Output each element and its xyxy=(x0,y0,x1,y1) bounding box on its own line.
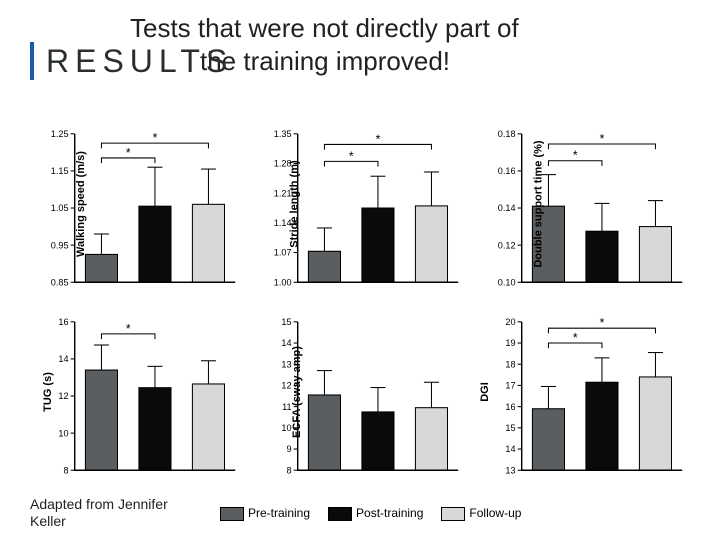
svg-text:14: 14 xyxy=(505,444,515,454)
chart-stride-length: Stride length (m)1.001.071.141.211.281.3… xyxy=(253,115,466,293)
legend-label: Post-training xyxy=(356,506,423,520)
svg-text:12: 12 xyxy=(58,391,68,401)
chart-tug: TUG (s) 8 10 12 14 16 * xyxy=(30,303,243,481)
chart-ecfa: ECFA (sway amp)89101112131415 xyxy=(253,303,466,481)
svg-text:14: 14 xyxy=(58,354,68,364)
ylabel: Walking speed (m/s) xyxy=(75,151,87,257)
svg-text:10: 10 xyxy=(58,428,68,438)
legend-label: Pre-training xyxy=(248,506,310,520)
bar xyxy=(416,407,448,470)
legend-item: Post-training xyxy=(328,506,423,521)
title-accent-bar xyxy=(30,42,34,80)
ylabel: Double support time (%) xyxy=(532,140,544,267)
bar xyxy=(309,251,341,282)
ylabel: TUG (s) xyxy=(42,372,54,412)
ylabel: Stride length (m) xyxy=(289,160,301,247)
svg-text:*: * xyxy=(126,321,131,335)
svg-text:18: 18 xyxy=(505,359,515,369)
svg-text:1.05: 1.05 xyxy=(51,203,69,213)
svg-text:20: 20 xyxy=(505,317,515,327)
svg-text:*: * xyxy=(376,132,381,146)
svg-text:0.12: 0.12 xyxy=(497,240,515,250)
bar xyxy=(639,227,671,283)
bar xyxy=(362,412,394,470)
svg-text:8: 8 xyxy=(287,465,292,475)
legend: Pre-training Post-training Follow-up xyxy=(220,506,521,521)
bar xyxy=(532,408,564,469)
charts-grid: Walking speed (m/s) 0.85 0.95 1.05 1.15 1.25 *… xyxy=(30,115,690,470)
svg-text:16: 16 xyxy=(58,317,68,327)
chart-double-support: Double support time (%) 0.10 0.12 0.14 0.16 0… xyxy=(477,115,690,293)
bar xyxy=(416,206,448,282)
bar xyxy=(85,370,117,470)
svg-text:1.25: 1.25 xyxy=(51,129,69,139)
svg-text:13: 13 xyxy=(505,465,515,475)
annotation-line-1: Tests that were not directly part of xyxy=(130,12,700,45)
attribution-text: Adapted from Jennifer Keller xyxy=(30,496,200,530)
svg-text:1.00: 1.00 xyxy=(274,277,292,287)
svg-text:0.14: 0.14 xyxy=(497,203,515,213)
bar xyxy=(139,206,171,282)
bar xyxy=(192,204,224,282)
slide-title: RESULTS xyxy=(46,43,233,80)
svg-text:*: * xyxy=(599,132,604,146)
svg-text:0.85: 0.85 xyxy=(51,277,69,287)
bar xyxy=(639,377,671,470)
svg-text:*: * xyxy=(153,131,158,145)
legend-item: Follow-up xyxy=(441,506,521,521)
bar xyxy=(586,231,618,282)
legend-swatch xyxy=(441,507,465,521)
svg-text:0.16: 0.16 xyxy=(497,166,515,176)
svg-text:16: 16 xyxy=(505,401,515,411)
legend-label: Follow-up xyxy=(469,506,521,520)
chart-dgi: DGI 13 14 15 16 17 18 19 20 * * xyxy=(477,303,690,481)
svg-text:1.15: 1.15 xyxy=(51,166,69,176)
legend-swatch xyxy=(220,507,244,521)
bar xyxy=(586,382,618,470)
svg-text:*: * xyxy=(572,149,577,163)
legend-swatch xyxy=(328,507,352,521)
svg-text:0.95: 0.95 xyxy=(51,240,69,250)
svg-text:1.35: 1.35 xyxy=(274,129,292,139)
bar xyxy=(192,384,224,470)
svg-text:0.10: 0.10 xyxy=(497,277,515,287)
svg-text:*: * xyxy=(599,316,604,330)
ylabel: DGI xyxy=(478,382,490,402)
legend-item: Pre-training xyxy=(220,506,310,521)
svg-text:17: 17 xyxy=(505,380,515,390)
svg-text:0.18: 0.18 xyxy=(497,129,515,139)
bar xyxy=(85,254,117,282)
bar xyxy=(309,395,341,470)
bar xyxy=(139,387,171,470)
svg-text:1.07: 1.07 xyxy=(274,248,292,258)
svg-text:19: 19 xyxy=(505,338,515,348)
svg-text:*: * xyxy=(349,149,354,163)
svg-text:9: 9 xyxy=(287,444,292,454)
svg-text:*: * xyxy=(126,146,131,160)
svg-text:15: 15 xyxy=(505,423,515,433)
ylabel: ECFA (sway amp) xyxy=(291,346,303,438)
slide-title-block: RESULTS xyxy=(30,42,233,80)
chart-walking-speed: Walking speed (m/s) 0.85 0.95 1.05 1.15 1.25 *… xyxy=(30,115,243,293)
svg-text:*: * xyxy=(572,331,577,345)
svg-text:15: 15 xyxy=(282,317,292,327)
svg-text:8: 8 xyxy=(64,465,69,475)
bar xyxy=(362,208,394,282)
